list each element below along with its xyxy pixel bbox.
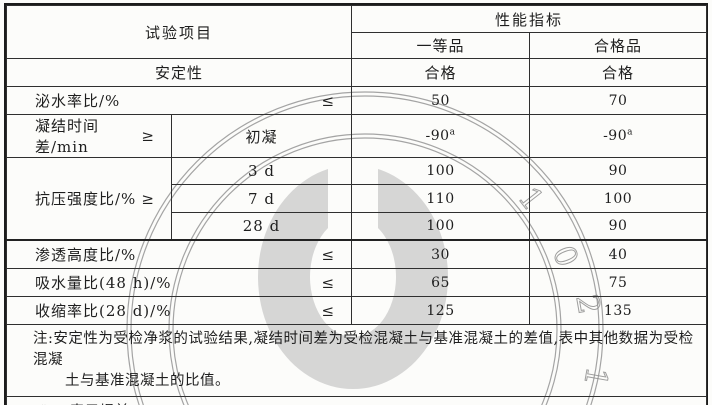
shrinkage-qualified: 135 [529,296,708,325]
bleeding-qualified: 70 [529,86,708,115]
penetration-first: 30 [351,239,531,269]
footnote-cell: a“—”表示提前 [5,396,708,405]
note-cell: 注:安定性为受检净浆的试验结果,凝结时间差为受检混凝土与基准混凝土的差值,表中其… [5,324,708,397]
compressive-3d-first: 100 [351,157,531,185]
table-row-stability: 安定性 合格 合格 [5,58,708,87]
shrinkage-first: 125 [351,296,531,325]
setting-first-sup: a [449,127,456,138]
bleeding-label-cell: 泌水率比/% ≤ [5,86,353,115]
bleeding-label: 泌水率比/% [35,92,121,110]
setting-first: -90a [351,114,531,158]
water-absorption-label-cell: 吸水量比(48 h)/% ≤ [5,268,353,297]
setting-sub: 初凝 [170,114,353,158]
compressive-28d-first: 100 [351,212,531,241]
bleeding-first: 50 [351,86,531,115]
compressive-operator: ≥ [141,189,155,208]
compressive-28d-sub: 28 d [170,212,353,241]
header-test-item: 试验项目 [5,5,353,59]
setting-first-value: -90 [425,128,450,144]
setting-label-cell: 凝结时间差/min ≥ [6,114,172,158]
table-row-penetration: 渗透高度比/% ≤ 30 40 [5,239,708,269]
stability-qualified: 合格 [529,58,708,87]
table-row-shrinkage: 收缩率比(28 d)/% ≤ 125 135 [5,296,708,325]
setting-operator: ≥ [141,127,155,145]
shrinkage-label-cell: 收缩率比(28 d)/% ≤ [5,296,353,325]
penetration-label-cell: 渗透高度比/% ≤ [5,239,353,269]
setting-qualified: -90a [529,114,708,158]
compressive-28d-qualified: 90 [529,212,708,241]
spec-table: 试验项目 性能指标 一等品 合格品 安定性 合格 合格 泌水率比/% ≤ [4,3,708,405]
water-absorption-operator: ≤ [321,273,336,292]
compressive-7d-sub: 7 d [170,184,353,213]
penetration-label: 渗透高度比/% [35,246,137,264]
compressive-7d-qualified: 100 [529,184,708,213]
table-row-compressive-28d: 28 d 100 90 [7,212,708,241]
footnote-text: “—”表示提前 [39,404,130,405]
table-row-setting-time: 凝结时间差/min ≥ 初凝 -90a -90a [6,114,708,158]
table-row-bleeding: 泌水率比/% ≤ 50 70 [5,86,708,115]
bleeding-operator: ≤ [321,91,336,110]
compressive-label-cell: 抗压强度比/% ≥ [6,157,172,241]
penetration-operator: ≤ [321,245,336,264]
table-row-water-absorption: 吸水量比(48 h)/% ≤ 65 75 [5,268,708,297]
header-grade-qualified: 合格品 [529,32,708,59]
compressive-3d-qualified: 90 [529,157,708,185]
stability-first: 合格 [351,58,531,87]
compressive-7d-first: 110 [351,184,531,213]
setting-qualified-value: -90 [603,128,628,144]
penetration-qualified: 40 [529,239,708,269]
setting-label: 凝结时间差/min [35,117,100,156]
setting-qualified-sup: a [627,127,633,138]
shrinkage-label: 收缩率比(28 d)/% [35,302,172,320]
table-note-row: 注:安定性为受检净浆的试验结果,凝结时间差为受检混凝土与基准混凝土的差值,表中其… [5,324,708,397]
shrinkage-operator: ≤ [321,301,336,320]
compressive-label: 抗压强度比/% [35,190,137,208]
table-row-compressive-7d: 7 d 110 100 [7,184,708,213]
stability-label: 安定性 [5,58,353,87]
compressive-3d-sub: 3 d [170,157,353,185]
footnote-sup: a [33,403,39,405]
note-line-2: 土与基准混凝土的比值。 [65,373,230,389]
header-grade-first: 一等品 [351,32,531,59]
note-line-1: 注:安定性为受检净浆的试验结果,凝结时间差为受检混凝土与基准混凝土的差值,表中其… [33,331,694,368]
header-performance: 性能指标 [351,5,708,33]
water-absorption-first: 65 [351,268,531,297]
water-absorption-label: 吸水量比(48 h)/% [35,274,172,292]
table-footnote-row: a“—”表示提前 [5,396,708,405]
water-absorption-qualified: 75 [529,268,708,297]
table-row-compressive-3d: 抗压强度比/% ≥ 3 d 100 90 [6,157,708,241]
